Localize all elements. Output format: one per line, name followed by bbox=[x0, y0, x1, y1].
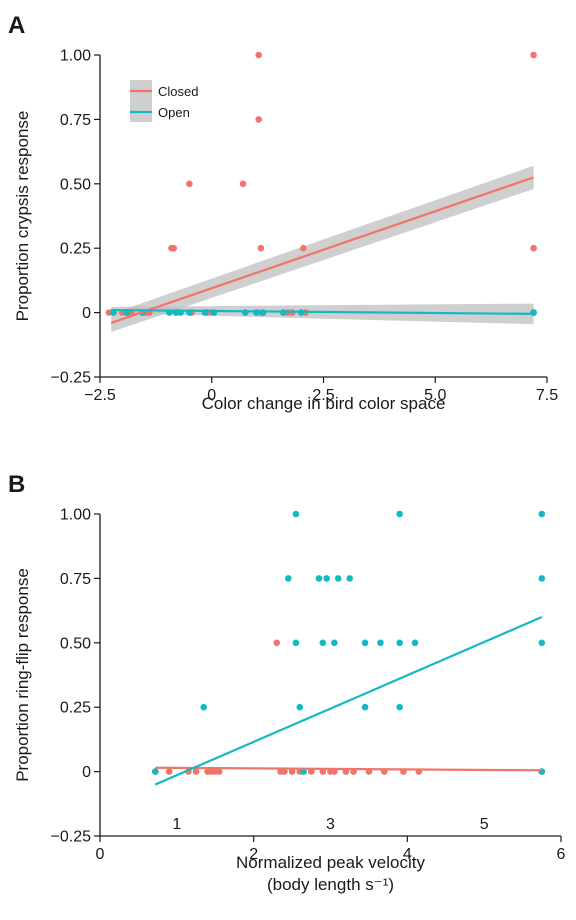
panel-a-closed-point bbox=[186, 180, 193, 188]
panel-b-open-point bbox=[296, 703, 304, 711]
panel-a-closed-ci-band bbox=[111, 165, 534, 332]
panel-b-closed-fit-line bbox=[155, 766, 542, 772]
panel-b-open-point bbox=[346, 575, 354, 582]
panel-b-x-minor-tick-label: 5 bbox=[480, 816, 489, 833]
panel-a-legend-open-label: Open bbox=[158, 105, 190, 120]
panel-a-y-tick-label: 0 bbox=[82, 305, 91, 322]
panel-b-open-point bbox=[396, 703, 403, 711]
panel-a-closed-point bbox=[257, 244, 265, 252]
panel-b-label: B bbox=[8, 471, 25, 498]
panel-a-y-axis-label: Proportion crypsis response bbox=[13, 111, 32, 322]
panel-a-open-point bbox=[259, 309, 267, 316]
panel-a-label: A bbox=[8, 12, 25, 39]
panel-b-open-point bbox=[361, 703, 369, 711]
panel-b-open-point bbox=[396, 510, 403, 518]
panel-b-x-minor-tick-label: 3 bbox=[326, 816, 335, 833]
panel-b-closed-point bbox=[281, 768, 288, 775]
panel-b-open-point bbox=[538, 575, 546, 582]
panel-b-y-tick-label: 1.00 bbox=[60, 507, 91, 524]
panel-b-x-axis-label-line2: (body length s⁻¹) bbox=[267, 875, 394, 894]
panel-b-closed-point bbox=[307, 768, 315, 775]
panel-b-open-point bbox=[377, 639, 384, 647]
panel-b-y-tick-label: 0.25 bbox=[60, 700, 91, 717]
panel-b-open-point bbox=[152, 768, 159, 775]
panel-b-open-point bbox=[300, 768, 307, 775]
panel-b-open-point bbox=[319, 639, 327, 647]
panel-a-open-fit-line bbox=[111, 308, 534, 315]
panel-a-open-ci-band bbox=[111, 303, 534, 325]
panel-a-y-tick-label: −0.25 bbox=[51, 370, 92, 387]
panel-b-open-point bbox=[200, 703, 208, 711]
panel-b-closed-point bbox=[192, 768, 200, 775]
panel-b-x-minor-tick-label: 1 bbox=[172, 816, 181, 833]
panel-a-closed-point bbox=[239, 180, 247, 188]
panel-a-x-tick-label: 0 bbox=[207, 387, 216, 404]
panel-a-closed-point bbox=[255, 116, 262, 123]
panel-b-open-point bbox=[538, 510, 546, 518]
panel-b-open-point bbox=[284, 575, 292, 582]
panel-a-x-axis-label: Color change in bird color space bbox=[202, 394, 446, 413]
panel-b-open-point bbox=[411, 639, 419, 647]
panel-a-x-tick-label: 5.0 bbox=[424, 387, 446, 404]
panel-b-closed-point bbox=[165, 768, 173, 775]
panel-b-closed-point bbox=[215, 768, 223, 775]
panel-b-closed-point bbox=[273, 639, 281, 647]
panel-b-y-tick-label: 0.75 bbox=[60, 571, 91, 588]
panel-a-y-tick-label: 1.00 bbox=[60, 48, 91, 65]
panel-b-closed-point bbox=[288, 768, 296, 775]
panel-b-open-point bbox=[331, 639, 338, 647]
panel-b-open-point bbox=[292, 639, 300, 647]
panel-a-y-tick-label: 0.50 bbox=[60, 176, 91, 193]
panel-b-open-point bbox=[292, 510, 300, 518]
panel-b-y-tick-label: −0.25 bbox=[51, 829, 92, 846]
panel-a-x-tick-label: 7.5 bbox=[536, 387, 558, 404]
panel-a-y-tick-label: 0.25 bbox=[60, 241, 91, 258]
panel-a-closed-point bbox=[300, 244, 307, 252]
panel-b-x-axis-label: Normalized peak velocity bbox=[236, 853, 425, 872]
panel-b-open-point bbox=[334, 575, 342, 582]
panel-a-closed-point bbox=[170, 244, 178, 252]
panel-b-x-tick-label: 2 bbox=[249, 846, 258, 863]
panel-a-x-tick-label: 2.5 bbox=[312, 387, 334, 404]
panel-b-x-tick-label: 6 bbox=[557, 846, 566, 863]
panel-a-legend-swatch-bg bbox=[130, 80, 152, 122]
panel-a-x-tick-label: −2.5 bbox=[84, 387, 116, 404]
panel-b-y-tick-label: 0.50 bbox=[60, 635, 91, 652]
panel-b-open-point bbox=[323, 575, 330, 582]
panel-b-open-point bbox=[538, 639, 546, 647]
panel-b-open-point bbox=[361, 639, 369, 647]
panel-a-legend-closed-label: Closed bbox=[158, 84, 198, 99]
panel-b-y-tick-label: 0 bbox=[82, 764, 91, 781]
panel-a-closed-point bbox=[255, 51, 262, 59]
panel-b-open-fit-line bbox=[154, 616, 543, 786]
panel-b-y-axis-label: Proportion ring-flip response bbox=[13, 568, 32, 782]
panel-b-open-point bbox=[315, 575, 323, 582]
panel-a-y-tick-label: 0.75 bbox=[60, 112, 91, 129]
panel-a-closed-fit-line bbox=[110, 176, 534, 324]
panel-a-closed-point bbox=[530, 244, 537, 252]
panel-b-x-tick-label: 0 bbox=[96, 846, 105, 863]
panel-b-x-tick-label: 4 bbox=[403, 846, 412, 863]
panel-b-open-point bbox=[396, 639, 403, 647]
panel-a-closed-point bbox=[530, 51, 537, 59]
